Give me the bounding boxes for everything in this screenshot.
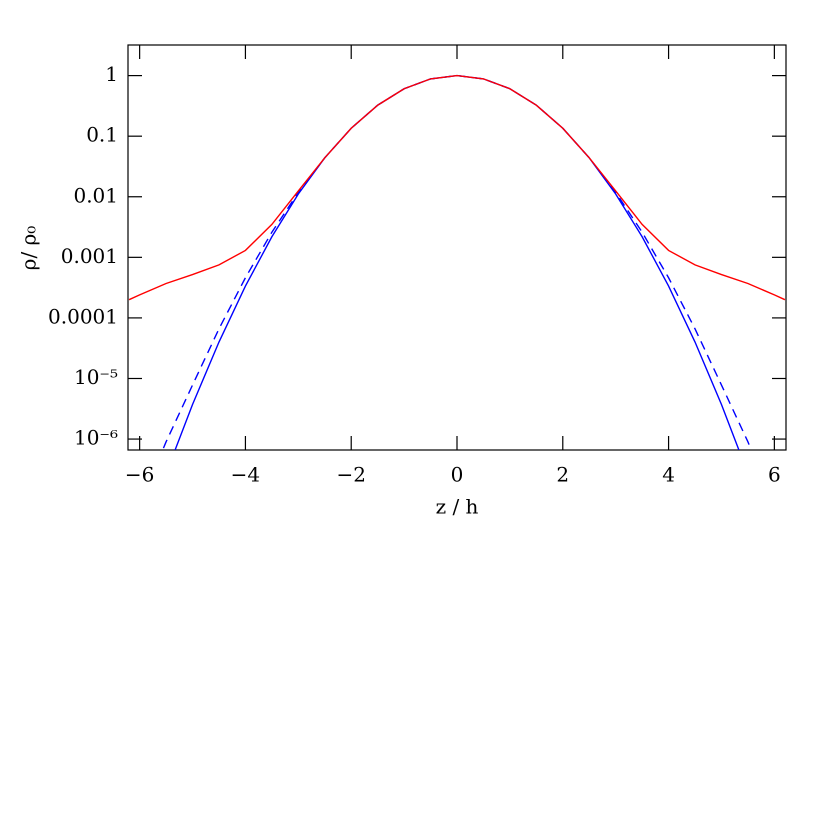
- plot-frame: [127, 44, 787, 451]
- series-line: [161, 74, 753, 450]
- y-tick-label: 0.01: [73, 183, 118, 207]
- x-tick-label: 6: [768, 463, 781, 487]
- x-axis-label: z / h: [436, 495, 479, 519]
- y-tick-label: 0.001: [61, 244, 118, 268]
- plot-lines: [128, 74, 786, 450]
- x-tick-label: −6: [125, 463, 154, 487]
- x-tick-label: 2: [556, 463, 569, 487]
- y-tick-label: 10⁻⁶: [74, 426, 118, 450]
- series-line: [128, 74, 786, 301]
- y-tick-label: 0.0001: [48, 304, 118, 328]
- y-tick-label: 1: [105, 62, 118, 86]
- x-tick-label: 4: [662, 463, 675, 487]
- x-tick-label: −2: [336, 463, 365, 487]
- y-axis-label: ρ/ ρ₀: [17, 226, 41, 271]
- x-tick-label: 0: [451, 463, 464, 487]
- x-tick-label: −4: [231, 463, 260, 487]
- y-tick-label: 0.1: [86, 123, 118, 147]
- y-tick-label: 10⁻⁵: [74, 365, 118, 389]
